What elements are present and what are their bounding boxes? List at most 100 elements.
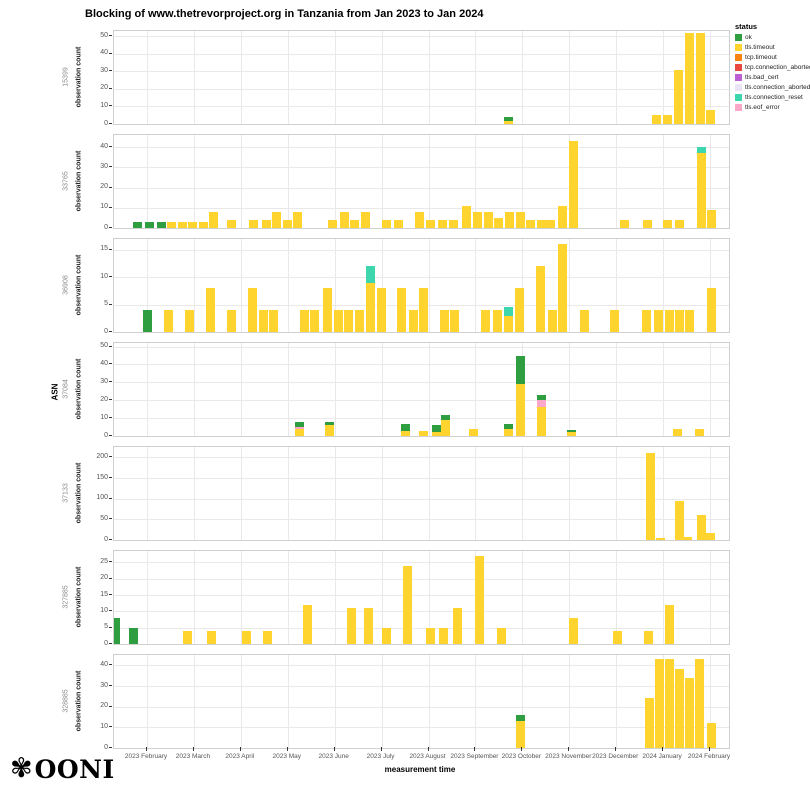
bar-segment-tls.timeout[interactable] [441,419,451,436]
bar-segment-tls.timeout[interactable] [503,428,513,436]
bar-segment-tls.timeout[interactable] [403,565,413,644]
bar-segment-tls.timeout[interactable] [684,32,694,124]
bar-segment-tls.timeout[interactable] [419,288,429,332]
bar-segment-tls.timeout[interactable] [227,219,237,228]
bar-segment-tls.timeout[interactable] [183,630,193,644]
bar-segment-tls.timeout[interactable] [438,219,448,228]
bar-segment-tls.timeout[interactable] [674,500,684,540]
bar-segment-ok[interactable] [431,425,441,433]
bar-segment-tls.timeout[interactable] [303,604,313,644]
bar-segment-tls.timeout[interactable] [299,310,309,332]
bar-segment-tls.timeout[interactable] [473,211,483,228]
bar-segment-tls.timeout[interactable] [241,630,251,644]
bar-segment-ok[interactable] [324,421,334,426]
bar-segment-tls.timeout[interactable] [568,141,578,228]
ooni-logo[interactable]: ✾ OONI [10,754,115,784]
bar-segment-tls.timeout[interactable] [656,537,666,540]
bar-segment-ok[interactable] [133,221,143,228]
bar-segment-ok[interactable] [401,423,411,431]
bar-segment-tls.connection_reset[interactable] [696,147,706,154]
bar-segment-tls.timeout[interactable] [684,310,694,332]
bar-segment-ok[interactable] [515,355,525,385]
bar-segment-ok[interactable] [503,423,513,429]
bar-segment-ok[interactable] [114,617,120,644]
bar-segment-tls.timeout[interactable] [310,310,320,332]
bar-segment-tls.timeout[interactable] [346,608,356,644]
bar-segment-tls.timeout[interactable] [198,221,208,228]
bar-segment-tls.timeout[interactable] [249,219,259,228]
bar-segment-tls.timeout[interactable] [557,205,567,228]
bar-segment-tls.timeout[interactable] [515,211,525,228]
bar-segment-tls.timeout[interactable] [568,617,578,644]
bar-segment-tls.timeout[interactable] [349,219,359,228]
bar-segment-tls.timeout[interactable] [707,209,717,228]
bar-segment-tls.timeout[interactable] [483,211,493,228]
bar-segment-tls.timeout[interactable] [262,630,272,644]
bar-segment-tls.timeout[interactable] [333,310,343,332]
bar-segment-tls.timeout[interactable] [258,310,268,332]
bar-segment-tls.timeout[interactable] [546,219,555,228]
bar-segment-tls.timeout[interactable] [493,310,503,332]
bar-segment-ok[interactable] [142,310,152,332]
bar-segment-ok[interactable] [294,421,304,428]
bar-segment-tls.timeout[interactable] [177,221,187,228]
bar-segment-tls.timeout[interactable] [503,315,513,332]
bar-segment-tls.timeout[interactable] [439,310,449,332]
bar-segment-tls.timeout[interactable] [292,211,302,228]
bar-segment-tls.timeout[interactable] [426,627,436,644]
bar-segment-tls.timeout[interactable] [474,555,484,644]
bar-segment-tls.timeout[interactable] [642,219,652,228]
bar-segment-tls.timeout[interactable] [567,432,577,436]
bar-segment-tls.timeout[interactable] [365,282,375,332]
bar-segment-tls.timeout[interactable] [664,310,674,332]
bar-segment-tls.timeout[interactable] [377,288,387,332]
bar-segment-tls.timeout[interactable] [324,425,334,436]
bar-segment-tls.timeout[interactable] [663,219,673,228]
bar-segment-tls.timeout[interactable] [504,211,514,228]
bar-segment-tls.timeout[interactable] [438,627,448,644]
bar-segment-tls.timeout[interactable] [414,211,424,228]
bar-segment-tls.timeout[interactable] [646,453,656,540]
bar-segment-ok[interactable] [516,714,526,722]
bar-segment-tls.timeout[interactable] [696,153,706,228]
bar-segment-tls.timeout[interactable] [426,219,436,228]
bar-segment-tls.timeout[interactable] [536,407,546,436]
bar-segment-tls.timeout[interactable] [397,288,407,332]
bar-segment-tls.timeout[interactable] [696,515,706,540]
bar-segment-tls.timeout[interactable] [683,536,693,540]
bar-segment-tls.timeout[interactable] [452,608,462,644]
bar-segment-tls.timeout[interactable] [494,217,504,228]
bar-segment-tls.timeout[interactable] [294,428,304,436]
bar-segment-tls.timeout[interactable] [248,288,258,332]
bar-segment-tls.timeout[interactable] [706,288,716,332]
bar-segment-tls.timeout[interactable] [706,109,716,124]
bar-segment-tls.timeout[interactable] [269,310,279,332]
bar-segment-tls.timeout[interactable] [514,288,524,332]
bar-segment-ok[interactable] [129,627,139,644]
bar-segment-tls.timeout[interactable] [327,219,337,228]
bar-segment-tls.timeout[interactable] [612,630,622,644]
bar-segment-tls.timeout[interactable] [706,532,716,540]
bar-segment-tls.timeout[interactable] [547,310,557,332]
bar-segment-tls.timeout[interactable] [525,219,535,228]
bar-segment-tls.timeout[interactable] [408,310,418,332]
bar-segment-tls.timeout[interactable] [673,69,683,124]
bar-segment-tls.timeout[interactable] [674,310,684,332]
bar-segment-tls.timeout[interactable] [381,627,391,644]
bar-segment-tls.timeout[interactable] [481,310,491,332]
bar-segment-tls.timeout[interactable] [684,677,694,748]
bar-segment-tls.timeout[interactable] [664,604,674,644]
bar-segment-tls.connection_reset[interactable] [365,266,375,283]
bar-segment-tls.timeout[interactable] [609,310,619,332]
bar-segment-ok[interactable] [441,414,451,420]
bar-segment-tls.timeout[interactable] [644,698,654,748]
bar-segment-tls.timeout[interactable] [641,310,651,332]
bar-segment-tls.timeout[interactable] [401,430,411,436]
bar-segment-tls.timeout[interactable] [674,669,684,748]
bar-segment-tls.timeout[interactable] [535,266,545,332]
bar-segment-tls.timeout[interactable] [695,32,705,124]
bar-segment-tls.timeout[interactable] [360,211,370,228]
bar-segment-tls.timeout[interactable] [339,211,349,228]
bar-segment-tls.timeout[interactable] [393,219,403,228]
bar-segment-tls.timeout[interactable] [674,219,684,228]
